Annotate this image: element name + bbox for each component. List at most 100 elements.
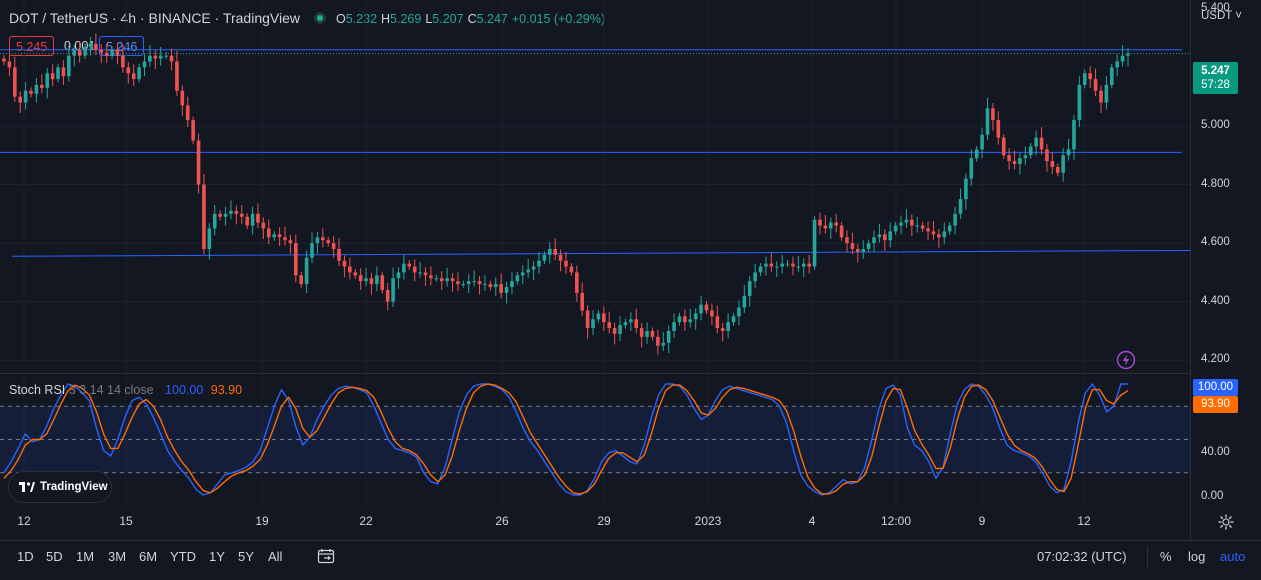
timeframe-button-3m[interactable]: 3M (108, 549, 127, 564)
candle-body (769, 263, 774, 267)
lightning-alert-icon[interactable] (1116, 350, 1136, 370)
candle-body (1061, 155, 1065, 173)
candle-body (229, 210, 233, 214)
candle-body (164, 55, 168, 57)
candle-body (969, 158, 974, 179)
price-axis-label: 5.000 (1201, 118, 1230, 131)
timeframe-button-1d[interactable]: 1D (17, 549, 34, 564)
candle-body (612, 328, 617, 334)
change-value: +0.015 (+0.29%) (511, 12, 605, 26)
candle-body (553, 248, 557, 255)
candle-body (1050, 161, 1055, 167)
candle-body (1120, 55, 1125, 62)
timeframe-button-5y[interactable]: 5Y (238, 549, 254, 564)
candle-body (77, 49, 82, 56)
timeframe-button-6m[interactable]: 6M (139, 549, 158, 564)
candle-body (656, 336, 660, 346)
candle-body (883, 234, 887, 241)
candle-body (683, 316, 687, 323)
candle-body (342, 260, 347, 267)
currency-selector[interactable]: USDT ˅ (1201, 10, 1243, 22)
tradingview-logo[interactable]: TradingView (8, 471, 112, 503)
candle-body (461, 284, 466, 286)
candle-body (13, 67, 17, 97)
utc-clock[interactable]: 07:02:32 (UTC) (1037, 549, 1127, 564)
candle-body (1115, 61, 1119, 68)
candle-body (650, 330, 655, 337)
candle-body (1012, 161, 1017, 165)
timeframe-button-ytd[interactable]: YTD (170, 549, 196, 564)
candle-body (266, 228, 271, 238)
candle-body (947, 225, 952, 232)
candle-body (1023, 155, 1028, 159)
chart-canvas[interactable] (0, 0, 1190, 540)
timeframe-button-all[interactable]: All (268, 549, 283, 564)
stoch-rsi-legend[interactable]: Stoch RSI 3 3 14 14 close 100.00 93.90 (9, 383, 242, 397)
timeframe-button-1m[interactable]: 1M (76, 549, 95, 564)
candle-body (310, 243, 314, 258)
candle-body (429, 275, 433, 279)
candle-body (158, 55, 163, 59)
candle-body (591, 319, 595, 329)
candle-body (569, 266, 574, 273)
candle-body (547, 248, 552, 255)
percent-scale-toggle[interactable]: % (1160, 549, 1172, 564)
candle-body (56, 67, 60, 80)
candle-body (34, 84, 39, 94)
candle-body (212, 213, 217, 229)
candle-body (899, 222, 903, 226)
timeframe-button-1y[interactable]: 1Y (209, 549, 225, 564)
timeframe-button-5d[interactable]: 5D (46, 549, 63, 564)
candle-body (1039, 137, 1044, 150)
candle-body (1028, 146, 1033, 156)
low-value: 5.207 (432, 12, 464, 26)
candle-body (974, 149, 979, 159)
candle-body (358, 275, 363, 282)
candle-body (29, 90, 33, 94)
candle-body (137, 67, 141, 80)
candle-body (153, 55, 158, 59)
candle-body (537, 260, 541, 267)
auto-scale-toggle[interactable]: auto (1220, 549, 1246, 564)
d-value-tag: 93.90 (1193, 396, 1238, 413)
candle-body (434, 278, 439, 280)
candle-body (1007, 155, 1011, 162)
candle-body (575, 272, 579, 293)
bottom-toolbar (0, 540, 1261, 580)
candle-body (223, 213, 228, 217)
gear-icon[interactable] (1218, 514, 1234, 530)
candle-body (272, 234, 276, 238)
candle-body (980, 134, 984, 150)
candle-body (466, 281, 471, 285)
candle-body (672, 322, 676, 331)
pane-divider[interactable] (0, 373, 1190, 374)
open-value: 5.232 (345, 12, 378, 26)
candle-body (812, 219, 817, 267)
tradingview-logo-icon (19, 482, 35, 492)
candle-body (45, 73, 50, 88)
stoch-d-line (3, 383, 1129, 495)
candle-body (304, 257, 309, 285)
candle-body (807, 263, 811, 267)
candle-body (607, 322, 612, 329)
k-value: 100.00 (165, 383, 204, 397)
candle-body (515, 275, 520, 282)
candle-body (828, 222, 833, 229)
candle-body (639, 328, 644, 337)
candle-body (407, 263, 412, 267)
candle-body (321, 237, 325, 241)
log-scale-toggle[interactable]: log (1188, 549, 1206, 564)
candle-body (785, 263, 790, 265)
candle-body (964, 178, 968, 200)
candle-body (737, 307, 741, 317)
candle-body (1082, 73, 1087, 85)
candle-body (348, 266, 352, 273)
candle-body (256, 213, 260, 223)
date-range-icon[interactable] (317, 548, 335, 564)
candle-body (704, 304, 709, 311)
candle-body (634, 319, 639, 329)
indicator-name: Stoch RSI (9, 383, 66, 397)
candle-body (218, 213, 222, 217)
symbol-title[interactable]: DOT / TetherUS · 4h · BINANCE · TradingV… (9, 10, 300, 26)
candle-body (564, 260, 568, 267)
